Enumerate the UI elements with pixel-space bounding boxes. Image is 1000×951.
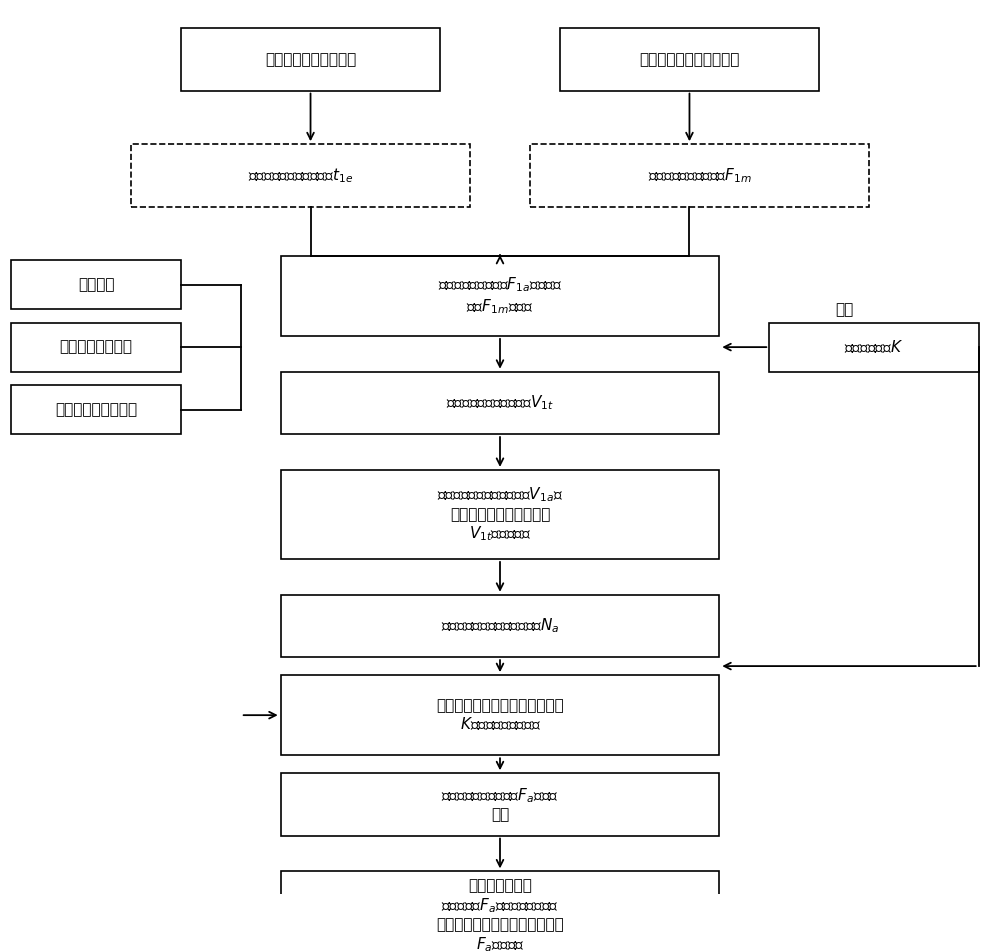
- Text: 得到含有未知量（塑性变形系数
$K$）的轴向切削力公式: 得到含有未知量（塑性变形系数 $K$）的轴向切削力公式: [436, 698, 564, 732]
- FancyBboxPatch shape: [281, 470, 719, 559]
- Text: 利用最终得到的
轴向切削力$F_a$的预测公式，对不
同切削加工参数下的轴向切削力
$F_a$进行预测: 利用最终得到的 轴向切削力$F_a$的预测公式，对不 同切削加工参数下的轴向切削…: [436, 878, 564, 951]
- Text: 塑性变形系数$K$: 塑性变形系数$K$: [844, 339, 904, 356]
- Text: 单颗磨粒的最大冲击力$F_{1m}$: 单颗磨粒的最大冲击力$F_{1m}$: [648, 166, 751, 184]
- FancyBboxPatch shape: [560, 29, 819, 90]
- Text: 单位时间内的材料去除体积$V_{1a}$与
单颗磨粒的材料去除体积
$V_{1t}$之间的关系: 单位时间内的材料去除体积$V_{1a}$与 单颗磨粒的材料去除体积 $V_{1t…: [437, 486, 563, 543]
- Text: 单颗磨粒的压痕特性分析: 单颗磨粒的压痕特性分析: [639, 52, 740, 67]
- FancyBboxPatch shape: [181, 29, 440, 90]
- FancyBboxPatch shape: [11, 261, 181, 309]
- Text: 单颗磨粒的材料去除体积$V_{1t}$: 单颗磨粒的材料去除体积$V_{1t}$: [446, 394, 554, 412]
- Text: 参与切削加工的有效磨粒数目$N_a$: 参与切削加工的有效磨粒数目$N_a$: [441, 616, 559, 635]
- FancyBboxPatch shape: [281, 773, 719, 836]
- Text: 代入: 代入: [835, 301, 853, 317]
- FancyBboxPatch shape: [11, 385, 181, 434]
- Text: 切削参数和振动参数: 切削参数和振动参数: [55, 402, 137, 417]
- Text: 单颗磨粒平均切削力$F_{1a}$与最大冲
击力$F_{1m}$的关系: 单颗磨粒平均切削力$F_{1a}$与最大冲 击力$F_{1m}$的关系: [438, 276, 562, 316]
- Text: 工件材料性能参数: 工件材料性能参数: [60, 340, 133, 355]
- FancyBboxPatch shape: [281, 372, 719, 434]
- FancyBboxPatch shape: [769, 322, 979, 372]
- FancyBboxPatch shape: [281, 675, 719, 755]
- FancyBboxPatch shape: [281, 871, 719, 951]
- FancyBboxPatch shape: [530, 145, 869, 206]
- FancyBboxPatch shape: [281, 594, 719, 657]
- Text: 单颗磨粒的运动学分析: 单颗磨粒的运动学分析: [265, 52, 356, 67]
- FancyBboxPatch shape: [281, 256, 719, 336]
- FancyBboxPatch shape: [131, 145, 470, 206]
- Text: 单颗磨粒的有效切削时间$t_{1e}$: 单颗磨粒的有效切削时间$t_{1e}$: [248, 166, 353, 184]
- Text: 刀具参数: 刀具参数: [78, 277, 114, 292]
- FancyBboxPatch shape: [11, 322, 181, 372]
- Text: 得到最终的轴向切削力$F_a$的预测
公式: 得到最终的轴向切削力$F_a$的预测 公式: [441, 786, 559, 823]
